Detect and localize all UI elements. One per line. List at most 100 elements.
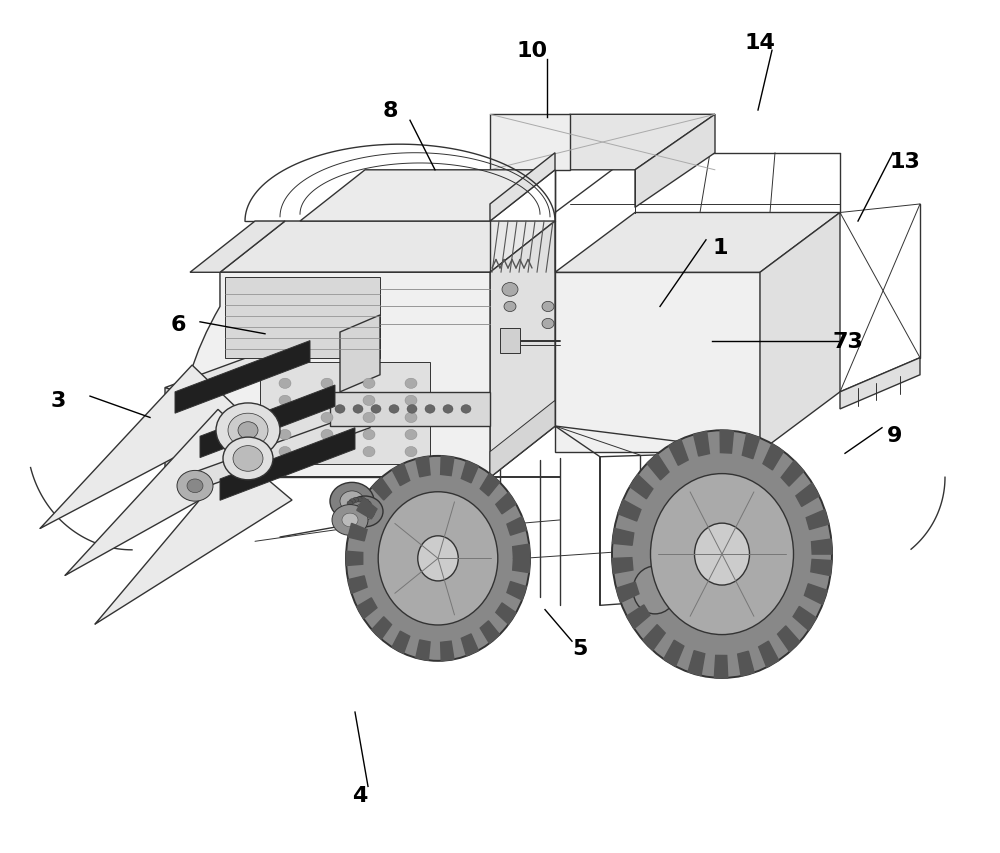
Polygon shape [175, 341, 310, 414]
Ellipse shape [363, 379, 375, 389]
Polygon shape [348, 576, 367, 594]
Polygon shape [490, 222, 555, 478]
Polygon shape [778, 626, 800, 652]
Ellipse shape [235, 418, 255, 435]
Polygon shape [763, 444, 784, 470]
Ellipse shape [389, 405, 399, 414]
Ellipse shape [279, 413, 291, 423]
Text: 10: 10 [516, 41, 548, 61]
Ellipse shape [330, 483, 374, 520]
Ellipse shape [346, 456, 530, 661]
Polygon shape [635, 115, 715, 208]
Polygon shape [416, 640, 430, 660]
Polygon shape [759, 641, 779, 667]
Ellipse shape [356, 497, 362, 502]
Polygon shape [480, 621, 500, 643]
Polygon shape [490, 115, 715, 171]
Polygon shape [742, 434, 760, 459]
Polygon shape [555, 273, 760, 452]
Ellipse shape [504, 302, 516, 312]
Polygon shape [627, 605, 650, 629]
Ellipse shape [321, 379, 333, 389]
Polygon shape [220, 428, 355, 501]
Polygon shape [694, 432, 709, 456]
Polygon shape [490, 154, 555, 222]
Ellipse shape [365, 502, 371, 507]
Ellipse shape [332, 505, 368, 536]
Ellipse shape [279, 396, 291, 406]
Ellipse shape [418, 537, 458, 581]
Ellipse shape [371, 405, 381, 414]
Text: 73: 73 [833, 331, 863, 351]
Ellipse shape [405, 430, 417, 440]
Ellipse shape [187, 479, 203, 493]
Ellipse shape [612, 431, 832, 678]
Ellipse shape [177, 471, 213, 502]
Polygon shape [806, 510, 829, 530]
Ellipse shape [363, 413, 375, 423]
Polygon shape [490, 115, 570, 171]
Ellipse shape [360, 498, 366, 503]
Polygon shape [643, 625, 665, 651]
Polygon shape [200, 386, 335, 458]
Polygon shape [346, 552, 363, 566]
Ellipse shape [363, 430, 375, 440]
Ellipse shape [227, 411, 263, 442]
Polygon shape [300, 171, 555, 222]
Polygon shape [500, 328, 520, 354]
Polygon shape [357, 498, 377, 519]
Polygon shape [496, 493, 516, 514]
Polygon shape [170, 403, 370, 478]
Ellipse shape [349, 499, 355, 504]
Text: 9: 9 [887, 425, 903, 445]
Ellipse shape [461, 405, 471, 414]
Ellipse shape [279, 379, 291, 389]
Polygon shape [225, 277, 380, 358]
Polygon shape [496, 603, 516, 624]
Ellipse shape [347, 496, 383, 527]
Polygon shape [738, 652, 754, 676]
Polygon shape [65, 410, 272, 576]
Ellipse shape [363, 396, 375, 406]
Polygon shape [461, 461, 478, 484]
Ellipse shape [279, 447, 291, 457]
Text: 4: 4 [352, 785, 368, 805]
Ellipse shape [363, 499, 369, 504]
Ellipse shape [321, 413, 333, 423]
Polygon shape [688, 651, 705, 676]
Text: 1: 1 [712, 237, 728, 258]
Ellipse shape [542, 302, 554, 312]
Polygon shape [796, 484, 819, 507]
Polygon shape [781, 461, 804, 486]
Polygon shape [461, 634, 478, 656]
Polygon shape [612, 558, 633, 574]
Polygon shape [95, 455, 292, 624]
Ellipse shape [405, 379, 417, 389]
Polygon shape [618, 500, 641, 521]
Polygon shape [416, 457, 430, 478]
Polygon shape [612, 529, 634, 546]
Ellipse shape [405, 396, 417, 406]
Ellipse shape [425, 405, 435, 414]
Text: 5: 5 [572, 638, 588, 659]
Polygon shape [812, 539, 832, 554]
Text: 3: 3 [50, 391, 66, 411]
Polygon shape [840, 358, 920, 409]
Text: 8: 8 [382, 101, 398, 121]
Polygon shape [392, 631, 410, 653]
Polygon shape [372, 478, 392, 501]
Ellipse shape [233, 446, 263, 472]
Polygon shape [669, 440, 688, 466]
Ellipse shape [542, 319, 554, 329]
Polygon shape [330, 392, 490, 426]
Polygon shape [555, 213, 840, 273]
Ellipse shape [321, 447, 333, 457]
Polygon shape [647, 455, 669, 480]
PathPatch shape [190, 273, 490, 478]
Ellipse shape [355, 503, 375, 520]
Polygon shape [165, 324, 365, 397]
Ellipse shape [223, 438, 273, 480]
Ellipse shape [366, 504, 372, 509]
Ellipse shape [650, 474, 794, 635]
Text: 14: 14 [745, 32, 775, 53]
